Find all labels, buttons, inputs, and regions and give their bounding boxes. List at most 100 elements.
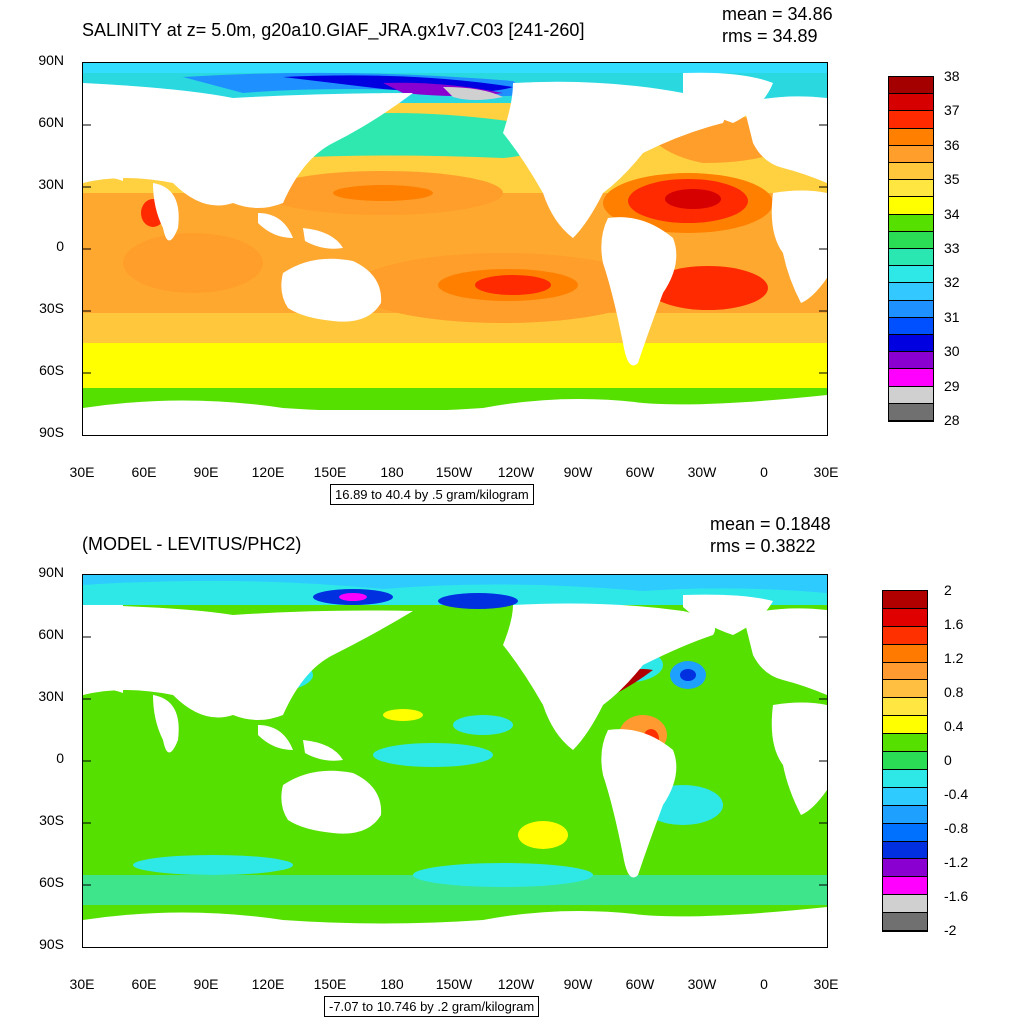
salinity-panel: SALINITY at z= 5.0m, g20a10.GIAF_JRA.gx1… bbox=[38, 4, 960, 505]
colorbar-swatch bbox=[883, 841, 927, 860]
lon-label: 150W bbox=[435, 464, 473, 480]
lon-label: 90E bbox=[193, 464, 219, 480]
colorbar-tick-label: 0 bbox=[944, 752, 952, 768]
lon-label: 30E bbox=[69, 464, 95, 480]
lon-label: 60E bbox=[131, 976, 157, 992]
colorbar-tick-label: -1.6 bbox=[944, 888, 969, 904]
colorbar-tick-label: -1.2 bbox=[944, 854, 969, 870]
contour-info: -7.07 to 10.746 by .2 gram/kilogram bbox=[324, 996, 540, 1017]
colorbar-tick-label: 31 bbox=[944, 308, 960, 325]
lat-label: 30S bbox=[39, 812, 64, 828]
colorbar-swatch bbox=[883, 913, 927, 931]
lon-label: 30E bbox=[69, 976, 95, 992]
lon-label: 30E bbox=[813, 464, 839, 480]
colorbar-swatch bbox=[889, 214, 933, 232]
colorbar-swatch bbox=[883, 698, 927, 717]
colorbar-swatch bbox=[889, 386, 933, 404]
colorbar-swatch bbox=[889, 300, 933, 318]
lon-label: 30W bbox=[687, 976, 717, 992]
rms-value: rms = 34.89 bbox=[722, 26, 818, 46]
colorbar-tick-label: -2 bbox=[944, 922, 957, 938]
panel-title: SALINITY at z= 5.0m, g20a10.GIAF_JRA.gx1… bbox=[82, 20, 585, 40]
lat-label: 0 bbox=[56, 750, 64, 766]
colorbar-tick-label: -0.4 bbox=[944, 786, 969, 802]
lat-label: 30N bbox=[38, 688, 64, 704]
colorbar-swatch bbox=[883, 823, 927, 842]
colorbar-tick-label: 0.4 bbox=[944, 718, 964, 734]
colorbar-swatch bbox=[883, 769, 927, 788]
colorbar-swatch bbox=[889, 94, 933, 112]
mean-value: mean = 34.86 bbox=[722, 4, 833, 24]
colorbar-tick-label: 2 bbox=[944, 582, 952, 598]
colorbar-tick-label: 28 bbox=[944, 412, 960, 428]
colorbar-tick-label: 30 bbox=[944, 343, 960, 360]
colorbar-tick-label: 34 bbox=[944, 205, 960, 222]
lon-label: 30W bbox=[687, 464, 717, 480]
lon-label: 150E bbox=[313, 976, 347, 992]
colorbar-swatch bbox=[883, 662, 927, 681]
colorbar-tick-label: 0.8 bbox=[944, 684, 964, 700]
lon-label: 120E bbox=[251, 976, 285, 992]
colorbar-swatch bbox=[883, 895, 927, 914]
colorbar-swatch bbox=[883, 805, 927, 824]
colorbar-swatch bbox=[889, 266, 933, 284]
colorbar-tick-label: -0.8 bbox=[944, 820, 969, 836]
colorbar-swatch bbox=[889, 352, 933, 370]
difference-map bbox=[82, 574, 828, 948]
lon-label: 0 bbox=[760, 464, 768, 480]
colorbar-swatch bbox=[889, 163, 933, 181]
colorbar-swatch bbox=[889, 317, 933, 335]
colorbar-tick-label: 33 bbox=[944, 240, 960, 256]
lon-label: 90W bbox=[563, 976, 593, 992]
colorbar-swatch bbox=[889, 335, 933, 353]
rms-value: rms = 0.3822 bbox=[710, 536, 816, 556]
colorbar-swatch bbox=[889, 249, 933, 267]
colorbar-tick-label: 38 bbox=[944, 68, 960, 84]
colorbar-swatch bbox=[883, 680, 927, 699]
lon-label: 90W bbox=[563, 464, 593, 480]
colorbar-swatch bbox=[883, 787, 927, 806]
colorbar-swatch bbox=[883, 859, 927, 878]
lon-label: 120W bbox=[497, 464, 535, 480]
colorbar-tick-label: 1.6 bbox=[944, 616, 964, 632]
colorbar-swatch bbox=[889, 77, 933, 95]
colorbar-tick-label: 35 bbox=[944, 171, 960, 188]
lon-label: 180 bbox=[380, 976, 404, 992]
colorbar-swatch bbox=[889, 369, 933, 387]
difference-map-graphic bbox=[83, 575, 827, 947]
lon-label: 60E bbox=[131, 464, 157, 480]
lat-label: 30N bbox=[38, 176, 64, 192]
lon-label: 150E bbox=[313, 464, 347, 480]
lon-label: 90E bbox=[193, 976, 219, 992]
lat-label: 90N bbox=[38, 52, 64, 68]
lon-label: 60W bbox=[625, 464, 655, 480]
lon-label: 180 bbox=[380, 464, 404, 480]
colorbar bbox=[882, 590, 928, 932]
panel-title: (MODEL - LEVITUS/PHC2) bbox=[82, 534, 302, 554]
lon-label: 0 bbox=[760, 976, 768, 992]
colorbar-swatch bbox=[889, 231, 933, 249]
lat-label: 60S bbox=[39, 362, 64, 378]
lat-label: 90N bbox=[38, 564, 64, 580]
lat-label: 60N bbox=[38, 626, 64, 642]
colorbar-tick-label: 32 bbox=[944, 274, 960, 291]
colorbar-tick-label: 29 bbox=[944, 377, 960, 394]
colorbar-tick-label: 37 bbox=[944, 102, 960, 119]
colorbar-swatch bbox=[883, 644, 927, 663]
difference-panel: (MODEL - LEVITUS/PHC2) mean = 0.1848 rms… bbox=[0, 512, 1024, 1024]
colorbar-tick-label: 1.2 bbox=[944, 650, 964, 666]
lat-label: 30S bbox=[39, 300, 64, 316]
colorbar-swatch bbox=[889, 197, 933, 215]
colorbar-swatch bbox=[889, 283, 933, 301]
colorbar-swatch bbox=[889, 145, 933, 163]
salinity-map bbox=[82, 62, 828, 436]
contour-info: 16.89 to 40.4 by .5 gram/kilogram bbox=[330, 484, 534, 505]
colorbar-swatch bbox=[883, 591, 927, 609]
lat-label: 90S bbox=[39, 936, 64, 952]
colorbar-swatch bbox=[883, 608, 927, 627]
colorbar-swatch bbox=[883, 877, 927, 896]
lon-label: 120W bbox=[497, 976, 535, 992]
mean-value: mean = 0.1848 bbox=[710, 514, 831, 534]
lon-label: 30E bbox=[813, 976, 839, 992]
lon-label: 150W bbox=[435, 976, 473, 992]
